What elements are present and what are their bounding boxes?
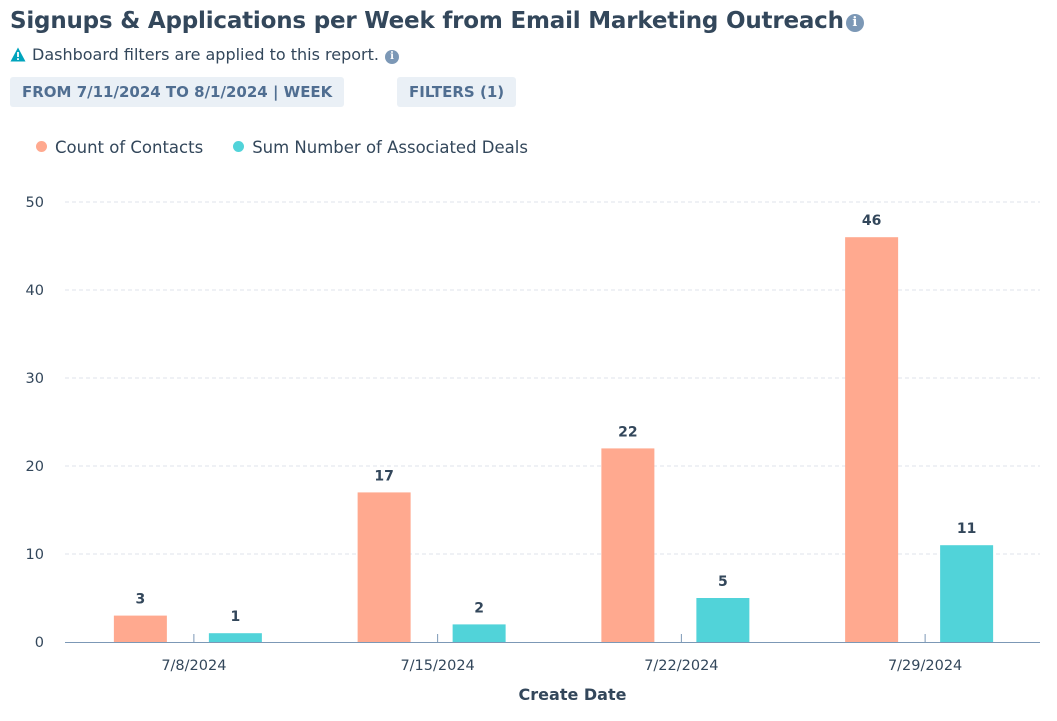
x-tick-label-1: 7/15/2024 [400,658,474,674]
y-tick-label-30: 30 [26,371,44,387]
y-tick-label-50: 50 [26,195,44,211]
legend-label-contacts: Count of Contacts [55,138,204,157]
bar-s0-0 [113,615,167,642]
x-tick-label-3: 7/29/2024 [888,658,962,674]
data-label-s0-3: 46 [862,213,881,229]
x-axis-title: Create Date [519,685,627,704]
chart-title: Signups & Applications per Week from Ema… [10,8,864,34]
data-label-s1-3: 11 [957,521,976,537]
legend-dot-deals [233,141,245,152]
bar-s0-1 [357,492,411,642]
data-label-s1-0: 1 [231,609,241,625]
warning-icon [10,47,26,66]
y-tick-label-40: 40 [26,283,44,299]
data-label-s0-1: 17 [374,468,393,484]
filters-chip[interactable]: FILTERS (1) [397,77,517,107]
legend-item-deals[interactable]: Sum Number of Associated Deals [233,138,528,157]
y-tick-label-10: 10 [26,547,44,563]
bar-s1-3 [940,545,994,642]
y-tick-label-20: 20 [26,459,44,475]
info-icon[interactable]: i [845,14,864,32]
bar-s1-1 [452,624,506,642]
bar-s0-3 [845,237,899,642]
bar-s0-2 [601,448,655,642]
x-tick-label-2: 7/22/2024 [644,658,718,674]
y-tick-label-0: 0 [35,635,44,651]
legend-dot-contacts [36,141,47,152]
legend-label-deals: Sum Number of Associated Deals [252,138,528,157]
data-label-s0-0: 3 [136,592,146,608]
legend-item-contacts[interactable]: Count of Contacts [36,138,203,157]
filter-notice: Dashboard filters are applied to this re… [10,45,399,66]
date-range-chip[interactable]: FROM 7/11/2024 TO 8/1/2024 | WEEK [10,77,345,107]
x-tick-label-0: 7/8/2024 [161,658,226,674]
chart-title-text: Signups & Applications per Week from Ema… [10,8,844,34]
bar-s1-0 [208,633,262,642]
data-label-s1-2: 5 [718,574,728,590]
data-label-s0-2: 22 [618,424,637,440]
data-label-s1-1: 2 [474,600,484,616]
bar-s1-2 [696,598,750,642]
notice-info-icon[interactable]: i [384,50,399,64]
filter-notice-text: Dashboard filters are applied to this re… [32,45,379,64]
chart-legend: Count of Contacts Sum Number of Associate… [36,138,558,157]
